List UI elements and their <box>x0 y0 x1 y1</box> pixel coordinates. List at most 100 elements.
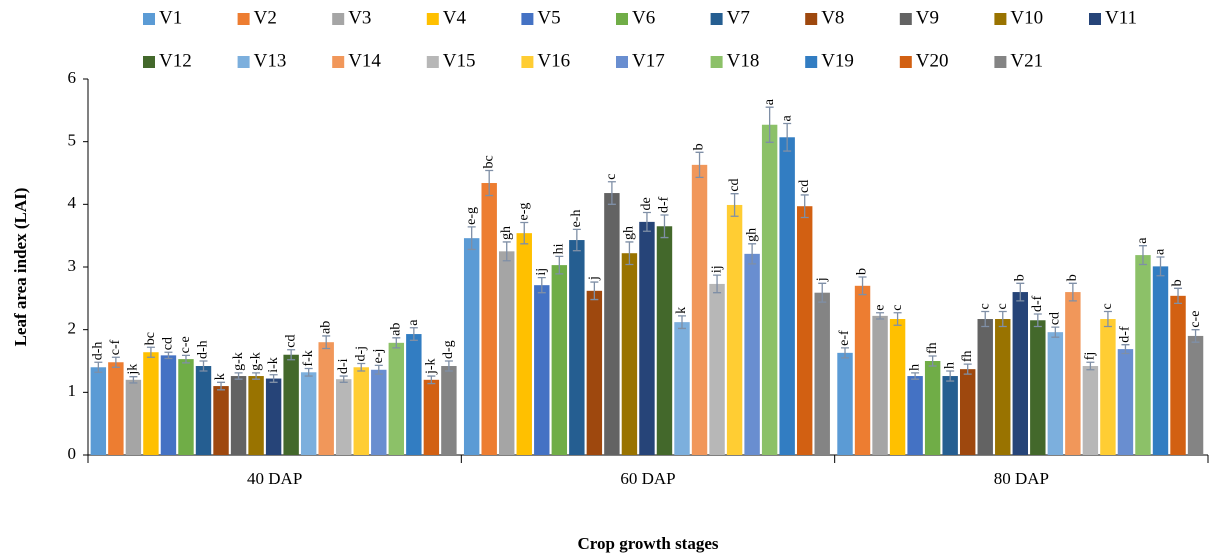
bar <box>837 352 853 455</box>
legend-swatch <box>237 56 250 68</box>
significance-letter: c <box>1100 303 1115 309</box>
significance-letter: ab <box>389 323 404 336</box>
significance-letter: d-h <box>196 340 211 359</box>
bar <box>942 376 958 455</box>
significance-letter: a <box>762 98 777 105</box>
bar <box>516 233 532 455</box>
bar <box>907 376 923 455</box>
bar <box>463 238 480 455</box>
y-tick-label: 3 <box>68 256 77 275</box>
significance-letter: k <box>213 373 228 380</box>
bar <box>423 379 440 455</box>
bar <box>441 366 457 455</box>
bar <box>1135 255 1151 455</box>
bar <box>90 367 107 455</box>
significance-letter: k <box>674 307 689 314</box>
legend-label: V17 <box>632 50 665 71</box>
legend-swatch <box>616 56 628 68</box>
legend-label: V13 <box>254 50 287 71</box>
y-tick-label: 1 <box>68 381 77 400</box>
legend-label: V5 <box>537 7 560 28</box>
bar <box>353 367 369 455</box>
significance-letter: c-e <box>1188 311 1203 328</box>
error-bar <box>713 274 722 294</box>
error-bar <box>607 181 616 205</box>
error-bar <box>94 361 103 373</box>
bar <box>1187 335 1204 455</box>
error-bar <box>572 228 581 252</box>
significance-letter: gh <box>622 226 637 240</box>
bar <box>1100 319 1116 455</box>
legend-label: V4 <box>443 7 467 28</box>
significance-letter: c <box>977 303 992 309</box>
significance-letter: ab <box>318 321 333 334</box>
significance-letter: d-f <box>1118 326 1133 343</box>
legend-swatch <box>332 56 345 68</box>
bar <box>143 352 159 455</box>
significance-letter: bc <box>481 155 496 168</box>
error-bar <box>642 211 651 232</box>
error-bar <box>357 362 366 372</box>
legend-label: V1 <box>159 7 182 28</box>
bar <box>586 290 603 455</box>
error-bar <box>269 374 278 383</box>
error-bar <box>252 372 261 380</box>
significance-letter: a <box>1135 237 1150 244</box>
bar <box>499 251 515 455</box>
significance-letter: e-g <box>516 203 531 221</box>
error-bar <box>963 363 972 375</box>
bar <box>995 319 1011 455</box>
legend-label: V16 <box>537 50 570 71</box>
significance-letter: cd <box>283 335 298 348</box>
significance-letter: g-k <box>248 352 263 371</box>
significance-letter: c <box>995 303 1010 309</box>
significance-letter: cd <box>727 178 742 191</box>
error-bar <box>181 354 190 364</box>
error-bar <box>146 346 155 358</box>
error-bar <box>730 193 739 217</box>
error-bar <box>1086 361 1095 371</box>
bar <box>924 361 941 455</box>
bar <box>872 315 888 455</box>
error-bar <box>1191 329 1200 343</box>
significance-letter: e <box>872 305 887 311</box>
bar <box>336 379 352 455</box>
legend-swatch <box>143 13 155 25</box>
bar <box>388 342 405 455</box>
bar <box>1152 266 1169 455</box>
bar <box>160 355 177 455</box>
significance-letter: cd <box>161 337 176 350</box>
significance-letter: d-g <box>441 340 456 359</box>
bar <box>674 322 690 455</box>
error-bar <box>981 310 990 328</box>
bar <box>569 240 585 455</box>
error-bar <box>928 355 937 367</box>
significance-letter: fh <box>925 342 940 354</box>
significance-letter: g-k <box>231 352 246 371</box>
bar <box>300 372 317 455</box>
error-bar <box>129 376 138 384</box>
significance-letter: b <box>855 268 870 275</box>
error-bar <box>164 351 173 360</box>
y-tick-label: 6 <box>68 68 77 87</box>
error-bar <box>893 312 902 326</box>
x-tick-label: 80 DAP <box>994 469 1049 488</box>
error-bar <box>1138 245 1147 266</box>
significance-letter: gh <box>744 228 759 242</box>
error-bar <box>287 349 296 361</box>
error-bar <box>1033 313 1042 328</box>
legend-label: V8 <box>821 7 844 28</box>
error-bar <box>409 327 418 341</box>
significance-letter: a <box>779 114 794 121</box>
legend-swatch <box>1089 13 1101 25</box>
legend-label: V10 <box>1010 7 1043 28</box>
x-tick-label: 60 DAP <box>620 469 675 488</box>
legend-swatch <box>710 13 723 25</box>
legend-label: V7 <box>727 7 750 28</box>
error-bar <box>111 356 120 368</box>
significance-letter: ij <box>534 268 549 276</box>
error-bar <box>234 372 243 380</box>
bar <box>1082 366 1099 455</box>
error-bar <box>199 360 208 372</box>
y-tick-label: 2 <box>68 319 77 338</box>
